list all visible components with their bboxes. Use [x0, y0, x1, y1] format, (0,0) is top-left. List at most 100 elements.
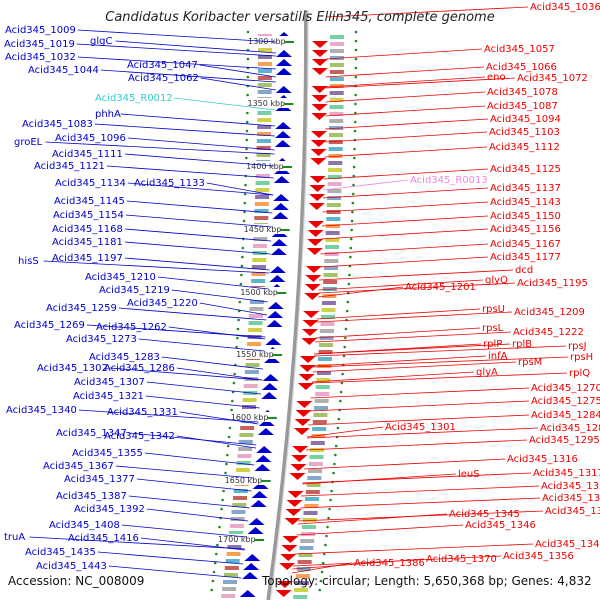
minus-gene-label[interactable]: Acid345_1345 — [449, 509, 520, 520]
minus-gene-label[interactable]: Acid345_1275 — [531, 396, 600, 407]
plus-feature-block — [236, 468, 251, 472]
minus-gene-label[interactable]: Acid345_1201 — [405, 282, 476, 293]
minus-gene-label[interactable]: Acid345_1288 — [540, 423, 600, 434]
minus-gene-label[interactable]: Acid345_1338 — [545, 506, 600, 517]
minus-gene-label[interactable]: glyQ — [485, 275, 508, 286]
plus-gene-label[interactable]: Acid345_1220 — [127, 298, 198, 309]
minus-gene-label[interactable]: Acid345_1284 — [531, 410, 600, 421]
plus-gene-label[interactable]: Acid345_1273 — [66, 334, 137, 345]
minus-gene-label[interactable]: rplB — [512, 339, 532, 350]
minus-gene-label[interactable]: eno — [487, 72, 506, 83]
plus-gene-label[interactable]: Acid345_1392 — [74, 504, 145, 515]
plus-gene-label[interactable]: Acid345_1340 — [6, 405, 77, 416]
minus-gene-label[interactable]: Acid345_1087 — [487, 101, 558, 112]
minus-gene-label[interactable]: Acid345_1370 — [426, 554, 497, 565]
plus-gene-label[interactable]: Acid345_1367 — [43, 461, 114, 472]
plus-gene-label[interactable]: Acid345_1134 — [55, 178, 126, 189]
plus-gene-label[interactable]: Acid345_1377 — [64, 474, 135, 485]
plus-gene-label[interactable]: glgC — [90, 36, 112, 47]
plus-gene-label[interactable]: Acid345_1062 — [128, 73, 199, 84]
plus-gene-label[interactable]: Acid345_1181 — [52, 237, 123, 248]
minus-gene-label[interactable]: Acid345_1094 — [490, 114, 561, 125]
minus-gene-label[interactable]: Acid345_1295 — [529, 435, 600, 446]
minus-gene-label[interactable]: Acid345_1349 — [535, 539, 600, 550]
minus-gene-label[interactable]: Acid345_1317 — [533, 468, 600, 479]
plus-gene-label[interactable]: Acid345_1347 — [56, 428, 127, 439]
minus-gene-label[interactable]: Acid345_1386 — [354, 558, 425, 569]
plus-gene-label[interactable]: Acid345_1019 — [4, 39, 75, 50]
plus-gene-label[interactable]: Acid345_1133 — [134, 178, 205, 189]
minus-gene-label[interactable]: rpsM — [518, 357, 542, 368]
minus-gene-label[interactable]: Acid345_1301 — [385, 422, 456, 433]
minus-gene-label[interactable]: glyA — [476, 367, 498, 378]
plus-gene-label[interactable]: Acid345_1032 — [5, 52, 76, 63]
plus-gene-label[interactable]: Acid345_1154 — [53, 210, 124, 221]
plus-gene-label[interactable]: Acid345_1408 — [49, 520, 120, 531]
plus-gene-label[interactable]: groEL — [14, 137, 43, 148]
plus-gene-label[interactable]: truA — [4, 532, 25, 543]
minus-gene-label[interactable]: Acid345_1143 — [490, 197, 561, 208]
plus-gene-label[interactable]: Acid345_1044 — [28, 65, 99, 76]
plus-gene-label[interactable]: Acid345_1096 — [55, 133, 126, 144]
minus-gene-label[interactable]: Acid345_1150 — [490, 211, 561, 222]
plus-gene-label[interactable]: Acid345_1331 — [107, 407, 178, 418]
minus-gene-label[interactable]: Acid345_1222 — [513, 327, 584, 338]
plus-gene-label[interactable]: Acid345_1302 — [37, 363, 108, 374]
plus-gene-label[interactable]: Acid345_1286 — [104, 363, 175, 374]
minus-gene-label[interactable]: Acid345_R0013 — [410, 175, 488, 186]
plus-gene-label[interactable]: Acid345_1009 — [5, 25, 76, 36]
plus-gene-label[interactable]: Acid345_1342 — [104, 431, 175, 442]
minus-gene-label[interactable]: Acid345_1066 — [486, 62, 557, 73]
minus-gene-label[interactable]: Acid345_1137 — [490, 183, 561, 194]
minus-gene-label[interactable]: Acid345_1125 — [490, 164, 561, 175]
plus-gene-label[interactable]: Acid345_1197 — [52, 253, 123, 264]
plus-gene-label[interactable]: Acid345_1321 — [73, 391, 144, 402]
minus-gene-label[interactable]: Acid345_1167 — [490, 239, 561, 250]
minus-gene-label[interactable]: Acid345_1103 — [489, 127, 560, 138]
plus-gene-label[interactable]: Acid345_1262 — [96, 322, 167, 333]
plus-gene-label[interactable]: Acid345_1259 — [46, 303, 117, 314]
plus-gene-label[interactable]: Acid345_1443 — [36, 561, 107, 572]
minus-gene-label[interactable]: rplQ — [569, 368, 590, 379]
minus-gene-label[interactable]: Acid345_1156 — [490, 224, 561, 235]
minus-gene-label[interactable]: Acid345_1112 — [489, 142, 560, 153]
plus-gene-label[interactable]: Acid345_1083 — [22, 119, 93, 130]
minus-gene-label[interactable]: Acid345_1326 — [541, 481, 600, 492]
minus-gene-label[interactable]: Acid345_1057 — [484, 44, 555, 55]
minus-gene-label[interactable]: Acid345_1209 — [514, 307, 585, 318]
minus-gene-label[interactable]: Acid345_1356 — [503, 551, 574, 562]
minus-gene-label[interactable]: leuS — [458, 469, 480, 480]
minus-gene-label[interactable]: infA — [488, 351, 508, 362]
minus-gene-label[interactable]: rpsJ — [568, 341, 587, 352]
minus-gene-label[interactable]: Acid345_1333 — [542, 493, 600, 504]
plus-gene-label[interactable]: Acid345_1168 — [52, 224, 123, 235]
plus-gene-label[interactable]: Acid345_1269 — [14, 320, 85, 331]
minus-gene-label[interactable]: Acid345_1346 — [465, 520, 536, 531]
plus-gene-label[interactable]: Acid345_1416 — [68, 533, 139, 544]
plus-gene-label[interactable]: Acid345_1283 — [89, 352, 160, 363]
minus-gene-label[interactable]: Acid345_1078 — [487, 87, 558, 98]
minus-gene-label[interactable]: rpsH — [570, 352, 593, 363]
plus-gene-label[interactable]: Acid345_1111 — [52, 149, 123, 160]
plus-gene-label[interactable]: Acid345_1435 — [25, 547, 96, 558]
plus-gene-label[interactable]: hisS — [18, 256, 39, 267]
minus-gene-label[interactable]: Acid345_1177 — [490, 252, 561, 263]
minus-gene-label[interactable]: rpsU — [482, 304, 505, 315]
plus-gene-label[interactable]: Acid345_1047 — [127, 60, 198, 71]
plus-gene-label[interactable]: Acid345_1121 — [34, 161, 105, 172]
plus-gene-label[interactable]: Acid345_1387 — [56, 491, 127, 502]
plus-gene-label[interactable]: Acid345_R0012 — [95, 93, 173, 104]
minus-gene-label[interactable]: Acid345_1316 — [507, 454, 578, 465]
minus-gene-label[interactable]: Acid345_1072 — [517, 73, 588, 84]
plus-gene-label[interactable]: Acid345_1307 — [74, 377, 145, 388]
minus-gene-label[interactable]: Acid345_1270 — [531, 383, 600, 394]
plus-gene-label[interactable]: phhA — [95, 109, 121, 120]
plus-gene-label[interactable]: Acid345_1145 — [54, 196, 125, 207]
plus-gene-label[interactable]: Acid345_1355 — [72, 448, 143, 459]
minus-gene-label[interactable]: Acid345_1195 — [517, 278, 588, 289]
minus-gene-label[interactable]: dcd — [515, 265, 533, 276]
minus-gene-label[interactable]: rpsL — [482, 323, 504, 334]
plus-gene-label[interactable]: Acid345_1219 — [99, 285, 170, 296]
plus-gene-label[interactable]: Acid345_1210 — [85, 272, 156, 283]
minus-gene-label[interactable]: Acid345_1036 — [530, 2, 600, 13]
